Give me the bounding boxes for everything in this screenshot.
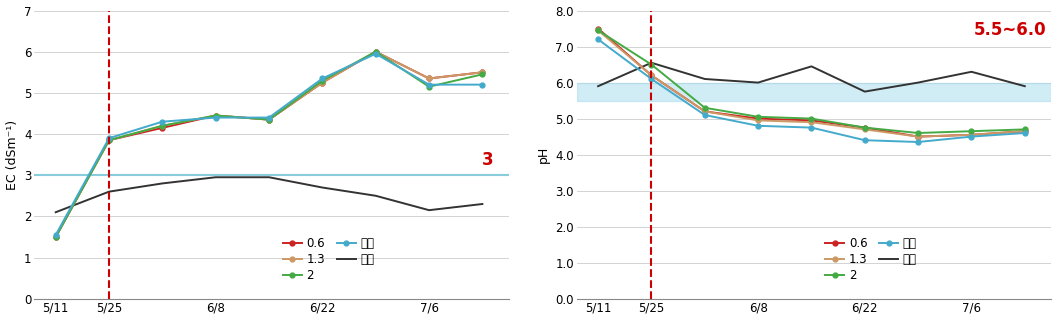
Legend: 0.6, 1.3, 2, 전량, 급액, : 0.6, 1.3, 2, 전량, 급액,	[278, 233, 379, 287]
Legend: 0.6, 1.3, 2, 전량, 급액: 0.6, 1.3, 2, 전량, 급액	[820, 233, 922, 287]
Y-axis label: EC (dSm⁻¹): EC (dSm⁻¹)	[5, 120, 19, 190]
Text: 5.5~6.0: 5.5~6.0	[973, 21, 1046, 39]
Bar	[577, 83, 1052, 100]
Y-axis label: pH: pH	[537, 146, 550, 163]
Text: 3: 3	[481, 151, 493, 169]
